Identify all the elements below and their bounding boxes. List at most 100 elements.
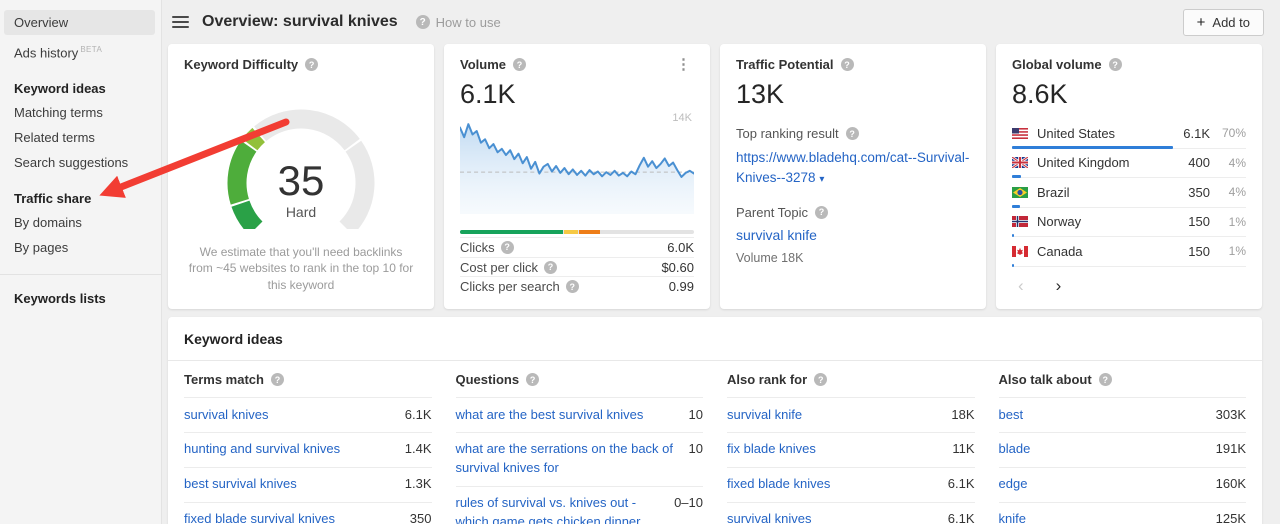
keyword-link[interactable]: survival knife — [727, 406, 803, 422]
how-to-use-link[interactable]: ? How to use — [415, 14, 501, 30]
help-icon[interactable]: ? — [1108, 58, 1122, 71]
clicks-bar-segment — [563, 230, 578, 234]
difficulty-gauge-svg: 35 Hard — [227, 109, 375, 229]
help-icon[interactable]: ? — [544, 260, 558, 274]
stat-value: 6.0K — [667, 239, 694, 255]
keyword-row: survival knives 6.1K — [727, 503, 975, 524]
sidebar-header-keywords-lists: Keywords lists — [14, 291, 106, 307]
keyword-link[interactable]: edge — [998, 476, 1028, 492]
country-name: United States — [1037, 125, 1116, 141]
country-percent: 4% — [1228, 185, 1246, 200]
keyword-volume: 1.3K — [404, 476, 432, 492]
column-header-terms-match: Terms match? — [184, 361, 432, 398]
help-icon[interactable]: ? — [270, 373, 284, 386]
keyword-column-also-talk-about: Also talk about? best 303K blade 191K edge 160… — [998, 361, 1246, 524]
pager-prev-icon[interactable]: ‹ — [1018, 275, 1024, 295]
column-header-label: Questions — [455, 372, 520, 387]
keyword-link[interactable]: best survival knives — [184, 476, 297, 492]
parent-topic-link[interactable]: survival knife — [736, 226, 817, 243]
keyword-link[interactable]: what are the best survival knives — [455, 406, 644, 422]
sidebar-item-ads-history[interactable]: Ads history BETA — [14, 45, 103, 61]
stat-label: Clicks — [460, 239, 495, 255]
keyword-difficulty-title: Keyword Difficulty — [184, 57, 299, 72]
sidebar-item-related-terms[interactable]: Related terms — [14, 130, 95, 146]
keyword-link[interactable]: fixed blade knives — [727, 476, 831, 492]
keyword-link[interactable]: best — [998, 406, 1024, 422]
sidebar-item-overview[interactable]: Overview — [4, 10, 155, 35]
sidebar-item-search-suggestions[interactable]: Search suggestions — [14, 155, 129, 171]
help-icon[interactable]: ? — [845, 127, 859, 140]
keyword-link[interactable]: knife — [998, 511, 1026, 524]
column-header-label: Also talk about — [998, 372, 1092, 387]
help-icon[interactable]: ? — [815, 205, 829, 219]
gauge-segment — [242, 127, 266, 151]
keyword-row: blade 191K — [998, 433, 1246, 468]
pager-next-icon[interactable]: › — [1055, 275, 1062, 295]
keyword-link[interactable]: blade — [998, 441, 1031, 457]
help-icon[interactable]: ? — [565, 280, 579, 294]
country-name: United Kingdom — [1037, 155, 1130, 171]
keyword-link[interactable]: survival knives — [727, 511, 812, 524]
stat-value: 0.99 — [668, 279, 694, 295]
keyword-volume: 10 — [688, 441, 703, 457]
top-ranking-result-link[interactable]: https://www.bladehq.com/cat--Survival-Kn… — [736, 148, 970, 189]
keyword-row: what are the best survival knives 10 — [455, 398, 703, 433]
column-header-questions: Questions? — [455, 361, 703, 398]
chart-ymax-label: 14K — [672, 112, 692, 124]
add-to-button[interactable]: + Add to — [1182, 8, 1264, 36]
card-title-row: Traffic Potential ? — [736, 57, 970, 72]
country-pager: ‹ › — [1012, 267, 1246, 296]
difficulty-note: We estimate that you'll need backlinks f… — [188, 244, 414, 293]
how-to-use-label: How to use — [435, 14, 501, 30]
parent-topic-volume: Volume 18K — [736, 250, 804, 265]
volume-title: Volume — [460, 57, 506, 72]
keyword-row: hunting and survival knives 1.4K — [184, 433, 432, 468]
sidebar-item-matching-terms[interactable]: Matching terms — [14, 105, 103, 121]
sidebar-item-by-domains[interactable]: By domains — [14, 215, 82, 231]
help-icon[interactable]: ? — [814, 373, 828, 386]
sidebar-header-traffic-share: Traffic share — [14, 191, 92, 207]
country-share-bar — [1012, 234, 1015, 237]
help-icon[interactable]: ? — [513, 58, 526, 71]
country-row-norway: Norway 150 1% — [1012, 208, 1246, 237]
help-icon[interactable]: ? — [500, 240, 514, 254]
keyword-row: what are the serrations on the back of s… — [455, 433, 703, 487]
keyword-volume: 191K — [1215, 441, 1246, 457]
kebab-menu-icon[interactable]: ⋮ — [676, 55, 691, 73]
parent-topic-label-row: Parent Topic ? — [736, 205, 970, 220]
keyword-volume: 6.1K — [404, 406, 432, 422]
difficulty-score: 35 — [278, 157, 325, 204]
help-icon[interactable]: ? — [305, 58, 319, 71]
keyword-column-questions: Questions? what are the best survival kni… — [455, 361, 704, 524]
top-ranking-url: https://www.bladehq.com/cat--Survival-Kn… — [736, 150, 970, 186]
country-row-united-kingdom: United Kingdom 400 4% — [1012, 149, 1246, 178]
main-area: Overview: survival knives ? How to use +… — [162, 0, 1280, 524]
menu-icon[interactable] — [172, 11, 189, 33]
flag-br-icon — [1012, 186, 1028, 198]
chevron-down-icon[interactable]: ▾ — [819, 174, 825, 186]
sidebar-nav: Overview Ads history BETA Keyword ideas Matc… — [0, 10, 161, 310]
help-icon[interactable]: ? — [526, 373, 540, 386]
keyword-link[interactable]: fix blade knives — [727, 441, 816, 457]
country-percent: 70% — [1221, 126, 1246, 141]
stat-label: Clicks per search — [460, 279, 560, 295]
help-icon[interactable]: ? — [840, 58, 854, 71]
keyword-row: rules of survival vs. knives out - which… — [456, 487, 704, 524]
flag-us-icon — [1012, 127, 1028, 139]
help-icon[interactable]: ? — [1098, 373, 1112, 386]
keyword-ideas-card: Keyword ideas Terms match? survival knive… — [168, 317, 1262, 524]
keyword-link[interactable]: rules of survival vs. knives out - which… — [455, 495, 641, 524]
keyword-link[interactable]: fixed blade survival knives — [184, 511, 336, 524]
keyword-link[interactable]: hunting and survival knives — [184, 441, 341, 457]
topbar: Overview: survival knives ? How to use +… — [162, 0, 1280, 44]
keyword-link[interactable]: survival knives — [184, 406, 269, 422]
country-volume: 150 — [1188, 214, 1210, 230]
column-header-also-talk-about: Also talk about? — [998, 361, 1246, 398]
keyword-row: fix blade knives 11K — [727, 433, 975, 468]
keyword-link[interactable]: what are the serrations on the back of s… — [455, 441, 674, 476]
difficulty-label: Hard — [286, 204, 316, 220]
country-share-bar — [1012, 145, 1174, 149]
card-title-row: Volume ? ⋮ — [460, 55, 694, 73]
keyword-ideas-title: Keyword ideas — [168, 317, 1262, 361]
sidebar-item-by-pages[interactable]: By pages — [14, 240, 69, 256]
